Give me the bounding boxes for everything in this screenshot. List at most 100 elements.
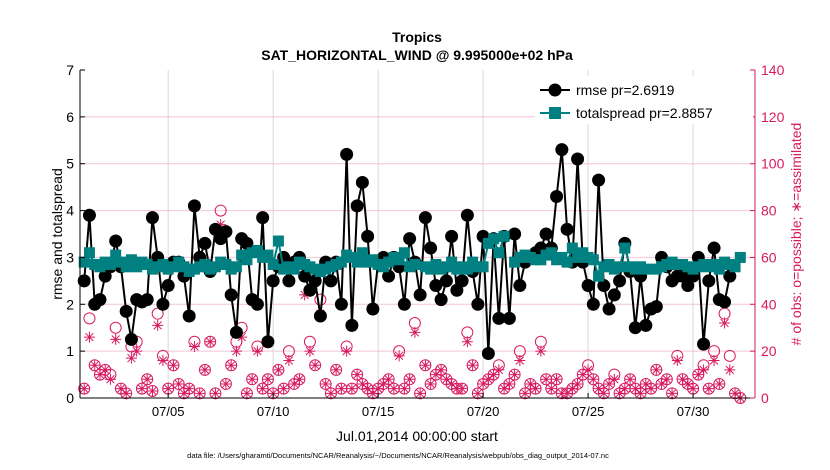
- assimilated-obs-point: [419, 359, 431, 371]
- assimilated-obs-point: [708, 355, 720, 367]
- assimilated-obs-point: [687, 383, 699, 395]
- rmse-point: [256, 211, 270, 225]
- assimilated-obs-point: [713, 378, 725, 390]
- assimilated-obs-point: [645, 383, 657, 395]
- totalspread-point: [78, 256, 90, 268]
- totalspread-point: [351, 256, 363, 268]
- totalspread-point: [488, 233, 500, 245]
- assimilated-obs-point: [409, 326, 421, 338]
- rmse-point: [145, 211, 159, 225]
- rmse-point: [555, 143, 569, 157]
- assimilated-obs-point: [309, 359, 321, 371]
- assimilated-obs-point: [446, 378, 458, 390]
- y-axis-label: rmse and totalspread: [49, 168, 65, 300]
- rmse-point: [707, 241, 721, 255]
- assimilated-obs-point: [89, 359, 101, 371]
- assimilated-obs-point: [125, 352, 137, 364]
- legend-spread-label: totalspread pr=2.8857: [576, 105, 713, 121]
- possible-obs-point: [723, 349, 736, 362]
- y-tick-label: 7: [66, 62, 74, 78]
- assimilated-obs-point: [225, 359, 237, 371]
- assimilated-obs-point: [383, 373, 395, 385]
- assimilated-obs-point: [540, 373, 552, 385]
- assimilated-obs-point: [493, 364, 505, 376]
- assimilated-obs-point: [593, 383, 605, 395]
- rmse-point: [418, 211, 432, 225]
- totalspread-point: [587, 254, 599, 266]
- assimilated-obs-point: [320, 378, 332, 390]
- rmse-point: [424, 241, 438, 255]
- assimilated-obs-point: [404, 373, 416, 385]
- rmse-point: [592, 173, 606, 187]
- assimilated-obs-point: [488, 369, 500, 381]
- assimilated-obs-point: [299, 289, 311, 301]
- assimilated-obs-point: [346, 383, 358, 395]
- totalspread-point: [272, 235, 284, 247]
- y-right-tick-label: 40: [761, 296, 777, 312]
- rmse-point: [471, 297, 485, 311]
- assimilated-obs-point: [78, 383, 90, 395]
- rmse-point: [492, 311, 506, 325]
- assimilated-obs-point: [703, 383, 715, 395]
- rmse-point: [308, 274, 322, 288]
- rmse-point: [77, 274, 91, 288]
- possible-obs-point: [109, 321, 122, 334]
- assimilated-obs-point: [561, 387, 573, 399]
- rmse-point: [198, 236, 212, 250]
- y-tick-label: 2: [66, 296, 74, 312]
- assimilated-obs-point: [152, 319, 164, 331]
- totalspread-point: [104, 258, 116, 270]
- rmse-point: [219, 225, 233, 239]
- assimilated-obs-point: [719, 317, 731, 329]
- possible-obs-point: [534, 335, 547, 348]
- assimilated-obs-point: [425, 378, 437, 390]
- totalspread-point: [713, 263, 725, 275]
- rmse-point: [702, 274, 716, 288]
- assimilated-obs-point: [572, 378, 584, 390]
- assimilated-obs-point: [477, 378, 489, 390]
- assimilated-obs-point: [388, 383, 400, 395]
- assimilated-obs-point: [372, 383, 384, 395]
- assimilated-obs-point: [183, 383, 195, 395]
- assimilated-obs-point: [671, 355, 683, 367]
- assimilated-obs-point: [157, 355, 169, 367]
- rmse-point: [161, 279, 175, 293]
- assimilated-obs-point: [162, 383, 174, 395]
- y-tick-label: 4: [66, 203, 74, 219]
- assimilated-obs-point: [440, 373, 452, 385]
- assimilated-obs-point: [325, 387, 337, 399]
- x-tick-label: 07/30: [677, 404, 710, 419]
- chart-title: Tropics: [392, 29, 442, 45]
- totalspread-point: [593, 270, 605, 282]
- rmse-point: [324, 274, 338, 288]
- y-tick-label: 5: [66, 156, 74, 172]
- assimilated-obs-point: [230, 345, 242, 357]
- totalspread-point: [120, 261, 132, 273]
- rmse-point: [607, 288, 621, 302]
- assimilated-obs-point: [661, 373, 673, 385]
- rmse-point: [460, 208, 474, 222]
- rmse-point: [403, 232, 417, 246]
- rmse-point: [602, 302, 616, 316]
- assimilated-obs-point: [682, 378, 694, 390]
- rmse-point: [334, 297, 348, 311]
- assimilated-obs-point: [236, 331, 248, 343]
- assimilated-obs-point: [362, 383, 374, 395]
- assimilated-obs-point: [608, 373, 620, 385]
- assimilated-obs-point: [467, 359, 479, 371]
- rmse-point: [639, 318, 653, 332]
- rmse-point: [382, 269, 396, 283]
- rmse-point: [224, 288, 238, 302]
- rmse-point: [109, 234, 123, 248]
- assimilated-obs-point: [414, 387, 426, 399]
- assimilated-obs-point: [629, 383, 641, 395]
- possible-obs-point: [83, 312, 96, 325]
- x-tick-label: 07/10: [257, 404, 290, 419]
- rmse-point: [613, 274, 627, 288]
- totalspread-point: [398, 247, 410, 259]
- rmse-point: [429, 279, 443, 293]
- assimilated-obs-point: [582, 364, 594, 376]
- assimilated-obs-point: [666, 387, 678, 399]
- rmse-point: [124, 332, 138, 346]
- totalspread-point: [267, 258, 279, 270]
